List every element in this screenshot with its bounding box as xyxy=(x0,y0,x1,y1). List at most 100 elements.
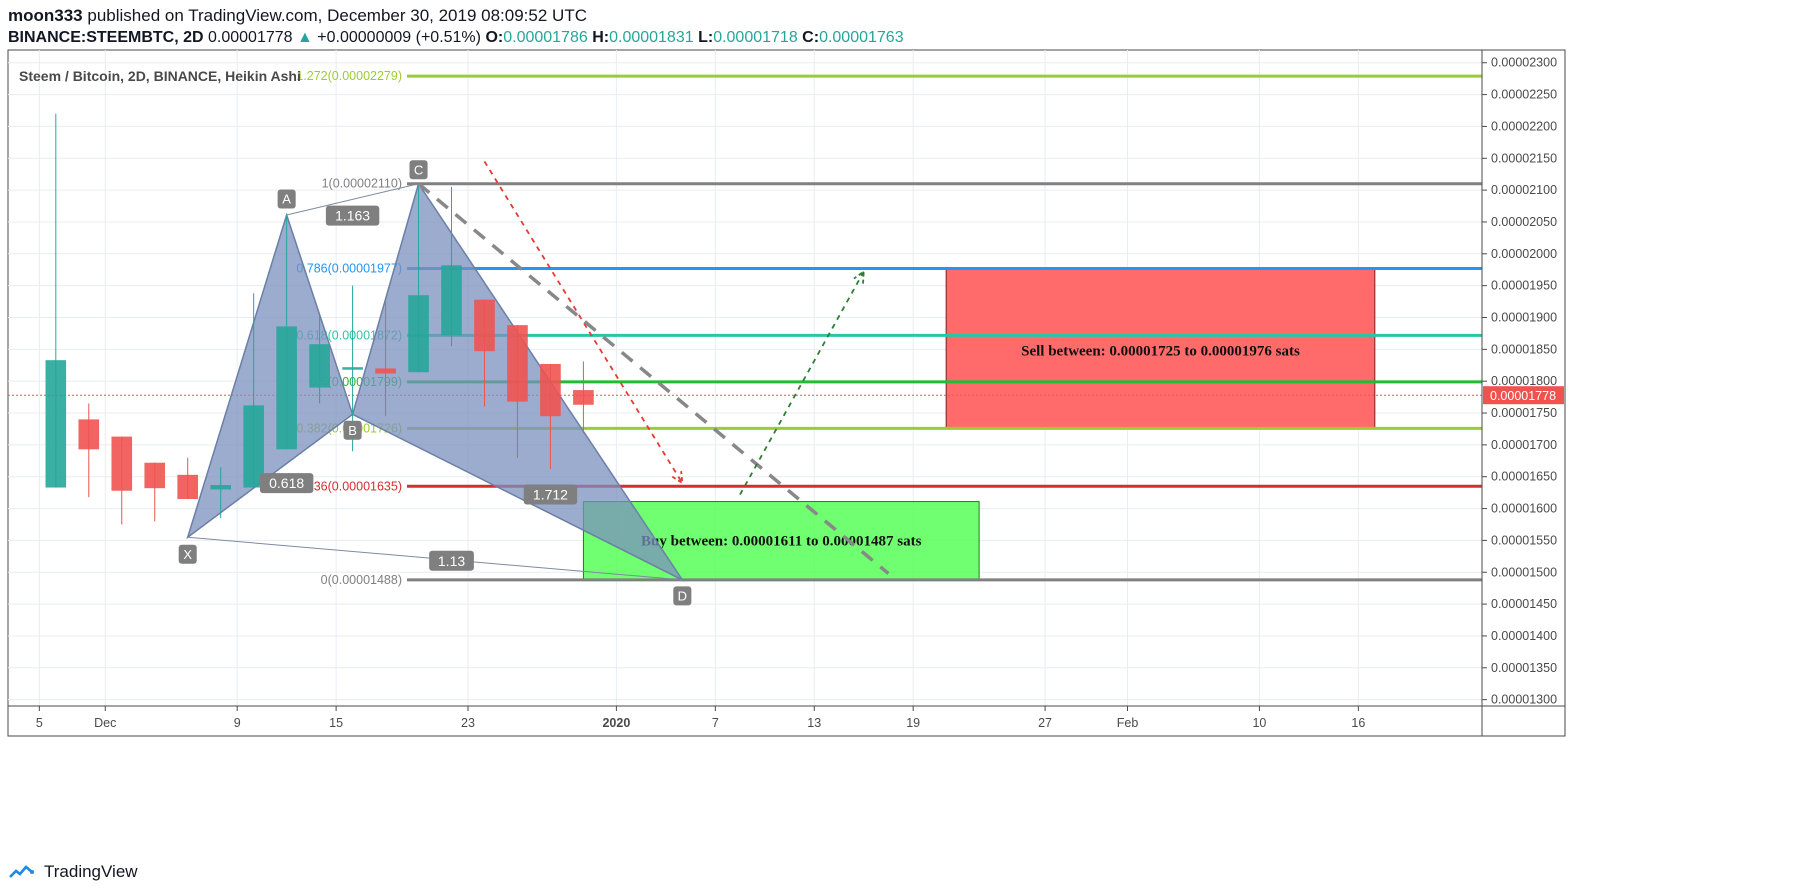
green-projection-head xyxy=(853,269,865,284)
point-label-x: X xyxy=(183,547,192,562)
point-label-b-bg xyxy=(343,420,362,440)
candle-body xyxy=(573,390,594,405)
price-tick-label: 0.00001950 xyxy=(1491,279,1557,293)
price-tick-label: 0.00002300 xyxy=(1491,56,1557,70)
ratio-label: 0.618 xyxy=(269,475,304,491)
candle-body xyxy=(507,325,528,402)
author-name: moon333 xyxy=(8,6,83,25)
close-value: 0.00001763 xyxy=(819,29,904,46)
point-label-x-bg xyxy=(178,544,197,564)
price-tick-label: 0.00001300 xyxy=(1491,693,1557,707)
publish-info: moon333 published on TradingView.com, De… xyxy=(8,6,587,26)
chart-title: Steem / Bitcoin, 2D, BINANCE, Heikin Ash… xyxy=(19,68,301,84)
candles xyxy=(45,113,594,525)
red-projection-line xyxy=(483,160,684,484)
fib-level-label: 1(0.00002110) xyxy=(322,177,402,191)
symbol-label: BINANCE:STEEMBTC, 2D xyxy=(8,29,204,46)
candle-body xyxy=(276,326,297,450)
ratio-label-bg xyxy=(523,484,578,505)
green-projection-line xyxy=(739,271,865,495)
candle-body xyxy=(342,367,363,370)
change-arrow-icon: ▲ xyxy=(297,29,313,46)
price-tick-label: 0.00002200 xyxy=(1491,119,1557,133)
price-change: +0.00000009 (+0.51%) xyxy=(317,29,481,46)
time-tick-label: Feb xyxy=(1117,716,1139,730)
publish-text: published on TradingView.com, December 3… xyxy=(87,6,587,25)
price-tick-label: 0.00001850 xyxy=(1491,342,1557,356)
price-tick-label: 0.00001800 xyxy=(1491,374,1557,388)
point-label-a: A xyxy=(282,192,291,207)
time-tick-label: 5 xyxy=(36,716,43,730)
candle-body xyxy=(78,419,100,450)
low-value: 0.00001718 xyxy=(713,29,798,46)
red-projection-head xyxy=(671,471,684,485)
price-tick-label: 0.00001700 xyxy=(1491,438,1557,452)
price-tick-label: 0.00001650 xyxy=(1491,470,1557,484)
gray-projection-line xyxy=(417,182,890,575)
ratio-label-bg xyxy=(259,473,314,494)
candle-body xyxy=(210,484,231,490)
time-tick-label: 23 xyxy=(461,716,475,730)
candle-body xyxy=(243,405,264,488)
candle-body xyxy=(375,368,396,374)
candle-body xyxy=(177,474,199,500)
candle-body xyxy=(540,363,561,417)
harmonic-ac-line xyxy=(286,183,419,216)
ratio-label-bg xyxy=(325,205,380,226)
price-tick-label: 0.00001350 xyxy=(1491,661,1557,675)
time-tick-label: 9 xyxy=(234,716,241,730)
price-tick-label: 0.00001400 xyxy=(1491,629,1557,643)
ratio-label: 1.712 xyxy=(533,487,568,503)
price-tick-label: 0.00001500 xyxy=(1491,565,1557,579)
candle-body xyxy=(45,360,67,488)
time-tick-label: 13 xyxy=(807,716,821,730)
time-tick-label: 27 xyxy=(1038,716,1052,730)
price-tick-label: 0.00002100 xyxy=(1491,183,1557,197)
price-tick-label: 0.00001450 xyxy=(1491,597,1557,611)
fib-level-label: 1.272(0.00002279) xyxy=(296,69,402,83)
time-axis[interactable]: 5 Dec 9 15 23 2020 7 13 19 27 Feb 10 16 xyxy=(8,705,1565,730)
current-price-label: 0.00001778 xyxy=(1490,389,1556,403)
open-label: O: xyxy=(485,29,504,46)
high-label: H: xyxy=(592,29,610,46)
point-label-b: B xyxy=(348,423,357,438)
fib-level-label: 0(0.00001488) xyxy=(321,573,402,587)
ratio-label-bg xyxy=(429,550,474,571)
open-value: 0.00001786 xyxy=(503,29,588,46)
price-tick-label: 0.00001600 xyxy=(1491,502,1557,516)
time-tick-label: 15 xyxy=(329,716,343,730)
candle-body xyxy=(474,299,495,352)
candle-body xyxy=(111,436,133,491)
time-tick-label: 10 xyxy=(1252,716,1266,730)
time-tick-label: 19 xyxy=(906,716,920,730)
time-tick-label: 7 xyxy=(712,716,719,730)
current-price-tag xyxy=(1483,386,1564,405)
fib-level-label: 0.786(0.00001977) xyxy=(296,261,402,275)
price-axis[interactable]: 0.00002300 0.00002250 0.00002200 0.00002150… xyxy=(1481,50,1564,736)
low-label: L: xyxy=(698,29,714,46)
candle-body xyxy=(441,265,462,336)
buy-zone-label: Buy between: 0.00001611 to 0.00001487 sa… xyxy=(641,534,922,550)
time-tick-label: 16 xyxy=(1351,716,1365,730)
point-label-c: C xyxy=(414,162,423,177)
last-price: 0.00001778 xyxy=(208,29,293,46)
price-tick-label: 0.00002150 xyxy=(1491,151,1557,165)
brand-name: TradingView xyxy=(44,862,138,881)
time-tick-label: Dec xyxy=(94,716,116,730)
price-tick-label: 0.00001750 xyxy=(1491,406,1557,420)
candle-body xyxy=(309,344,330,388)
pattern-labels: X A B C D 1.163 0.618 1.712 1.13 xyxy=(178,160,692,606)
high-value: 0.00001831 xyxy=(609,29,694,46)
sell-zone-box xyxy=(945,267,1376,429)
projection-arrows xyxy=(417,160,890,575)
footer-brand[interactable]: TradingView xyxy=(8,862,138,882)
tradingview-logo-icon xyxy=(9,865,34,878)
ratio-label: 1.13 xyxy=(438,553,465,569)
price-tick-label: 0.00002050 xyxy=(1491,215,1557,229)
symbol-info: BINANCE:STEEMBTC, 2D 0.00001778 ▲ +0.000… xyxy=(8,29,904,47)
close-label: C: xyxy=(802,29,820,46)
fib-level-label: 0.236(0.00001635) xyxy=(296,479,402,493)
candle-body xyxy=(144,462,166,489)
price-tick-label: 0.00002250 xyxy=(1491,88,1557,102)
